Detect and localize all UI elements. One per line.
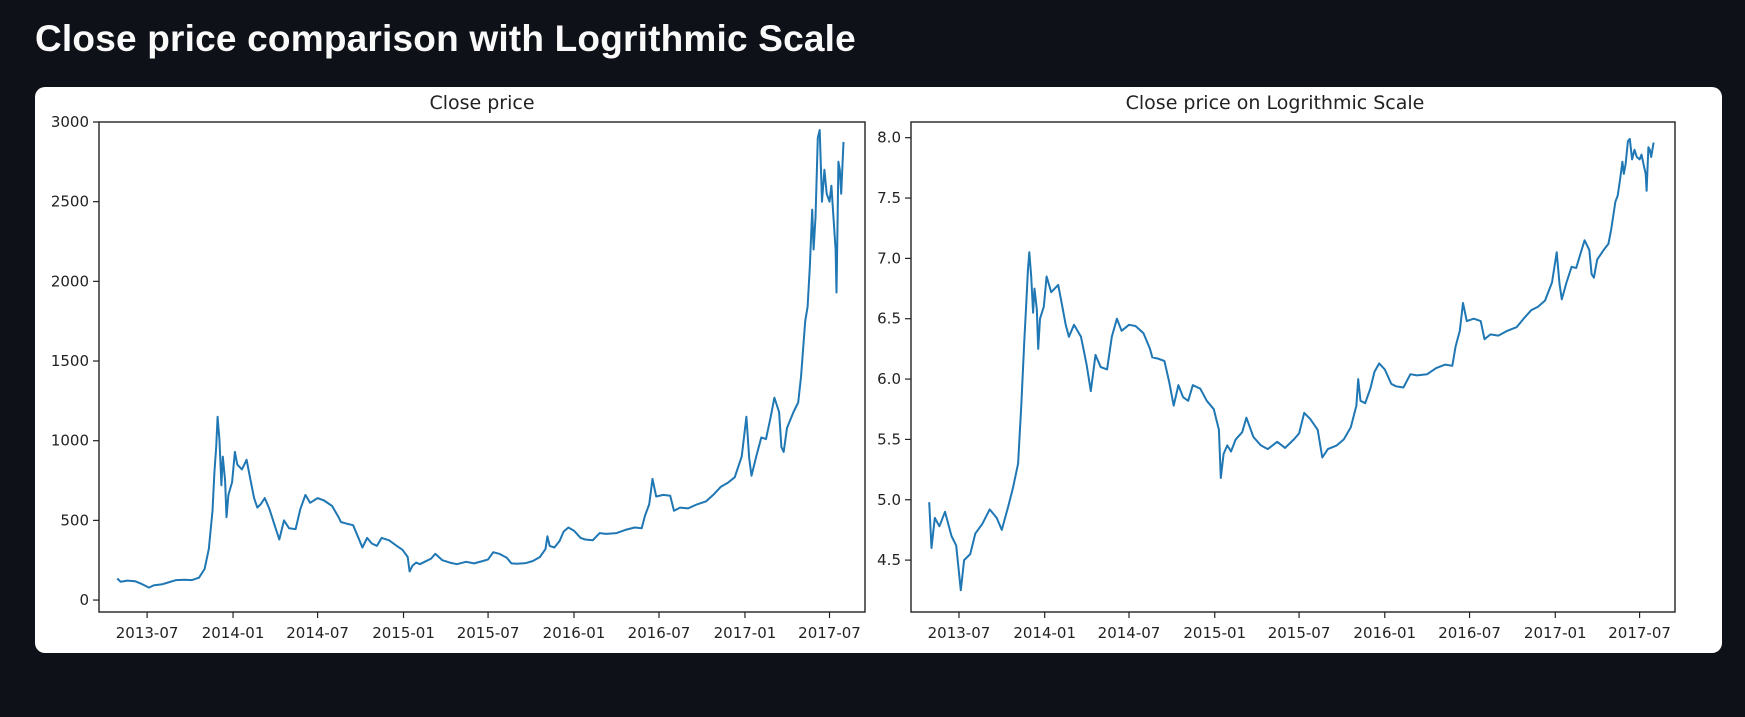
y-tick-label: 5.0: [877, 491, 901, 509]
axes-frame: [98, 121, 866, 613]
x-axis-ticks: 2013-07 2014-01 2014-07 2015-01 2015-07 2016-…: [928, 612, 1671, 642]
y-tick-label: 7.5: [877, 189, 901, 207]
x-tick-label: 2013-07: [116, 624, 179, 642]
chart-title: Close price: [429, 92, 534, 114]
y-tick-label: 4.5: [877, 551, 901, 569]
x-tick-label: 2016-07: [628, 624, 691, 642]
y-tick-label: 2500: [51, 193, 89, 211]
y-axis-ticks: 0 500 1000 1500 2000 2500 3000: [51, 113, 99, 609]
page-title: Close price comparison with Logrithmic S…: [35, 18, 856, 59]
x-tick-label: 2017-01: [1524, 624, 1587, 642]
x-tick-label: 2017-07: [1608, 624, 1671, 642]
chart-close-price-log: Close price on Logrithmic Scale 2013-07 2…: [877, 92, 1676, 642]
x-tick-label: 2016-01: [1353, 624, 1416, 642]
y-tick-label: 5.5: [877, 430, 901, 448]
x-tick-label: 2015-07: [1268, 624, 1331, 642]
y-tick-label: 1500: [51, 352, 89, 370]
x-tick-label: 2016-01: [543, 624, 606, 642]
x-tick-label: 2017-01: [714, 624, 777, 642]
x-tick-label: 2016-07: [1438, 624, 1501, 642]
axes-frame: [910, 121, 1676, 613]
y-tick-label: 1000: [51, 432, 89, 450]
y-tick-label: 7.0: [877, 249, 901, 267]
y-tick-label: 8.0: [877, 129, 901, 147]
y-tick-label: 6.5: [877, 310, 901, 328]
x-tick-label: 2014-07: [1098, 624, 1161, 642]
figure-card: Close price 2013-07 2014-01 2014-07 2015-01…: [35, 87, 1722, 653]
x-tick-label: 2014-01: [1013, 624, 1076, 642]
x-tick-label: 2015-07: [457, 624, 520, 642]
x-tick-label: 2015-01: [1183, 624, 1246, 642]
series-line: [116, 129, 845, 589]
y-axis-ticks: 4.5 5.0 5.5 6.0 6.5 7.0 7.5 8.0: [877, 129, 911, 569]
x-tick-label: 2017-07: [798, 624, 861, 642]
chart-close-price: Close price 2013-07 2014-01 2014-07 2015-01…: [51, 92, 866, 642]
y-tick-label: 3000: [51, 113, 89, 131]
figure-svg: Close price 2013-07 2014-01 2014-07 2015-01…: [51, 92, 1676, 642]
x-tick-label: 2014-07: [286, 624, 349, 642]
y-tick-label: 2000: [51, 272, 89, 290]
y-tick-label: 500: [60, 511, 89, 529]
x-tick-label: 2014-01: [202, 624, 265, 642]
y-tick-label: 6.0: [877, 370, 901, 388]
series-line: [928, 137, 1655, 592]
x-tick-label: 2013-07: [928, 624, 991, 642]
y-tick-label: 0: [79, 591, 89, 609]
x-axis-ticks: 2013-07 2014-01 2014-07 2015-01 2015-07 2016-…: [116, 612, 861, 642]
x-tick-label: 2015-01: [372, 624, 435, 642]
chart-title: Close price on Logrithmic Scale: [1126, 92, 1425, 114]
